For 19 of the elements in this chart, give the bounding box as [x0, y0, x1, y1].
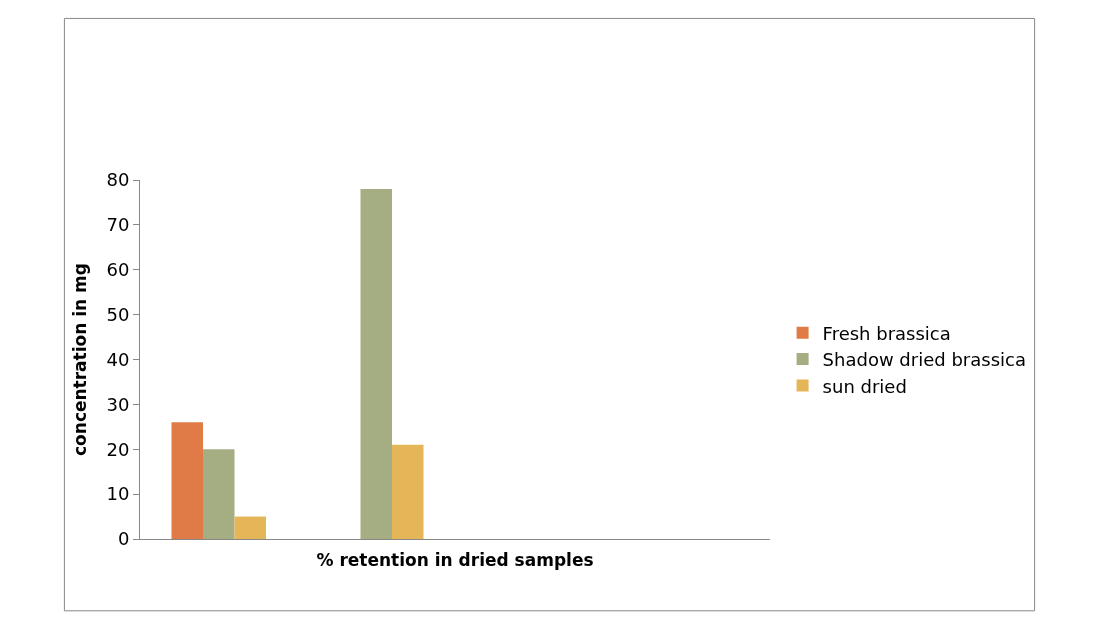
- y-tick-label: 10: [106, 483, 130, 505]
- bar: [392, 444, 424, 539]
- y-tick-label: 60: [106, 259, 130, 281]
- legend-label: sun dried: [822, 375, 907, 397]
- y-axis-title: concentration in mg: [70, 263, 91, 456]
- bar: [360, 188, 392, 539]
- legend-label: Shadow dried brassica: [822, 349, 1026, 371]
- y-tick-label: 70: [106, 214, 130, 236]
- bar: [203, 449, 235, 539]
- x-axis-title: % retention in dried samples: [316, 550, 594, 571]
- y-tick-label: 30: [106, 393, 130, 415]
- y-tick-label: 40: [106, 348, 130, 370]
- bar: [171, 422, 203, 539]
- y-tick-label: 80: [106, 169, 130, 191]
- bar: [234, 516, 266, 539]
- legend-label: Fresh brassica: [822, 322, 951, 344]
- y-tick-label: 50: [106, 303, 130, 325]
- y-tick-label: 0: [117, 528, 130, 550]
- y-tick-label: 20: [106, 438, 130, 460]
